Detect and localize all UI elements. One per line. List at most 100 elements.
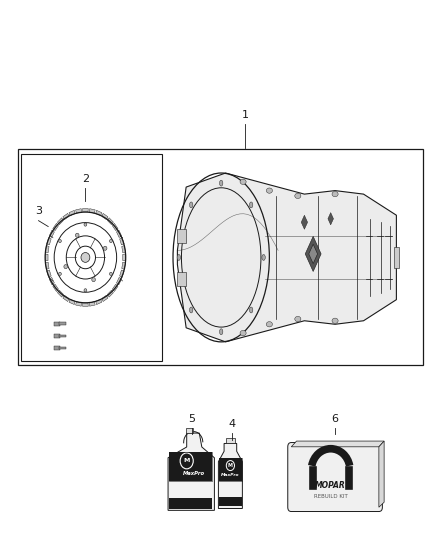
Polygon shape [122,262,125,269]
Ellipse shape [59,239,61,243]
Text: MOPAR: MOPAR [315,481,346,490]
Ellipse shape [103,246,107,251]
Polygon shape [96,211,102,216]
Bar [186,429,193,433]
Polygon shape [46,246,49,253]
Polygon shape [57,218,64,224]
Polygon shape [69,299,75,304]
Text: 1: 1 [242,110,249,120]
Polygon shape [177,173,396,342]
Polygon shape [47,238,51,245]
Bar [169,498,212,509]
Ellipse shape [332,191,338,197]
Bar [177,271,186,286]
Polygon shape [45,254,48,261]
Polygon shape [113,284,118,292]
Polygon shape [53,223,58,231]
Polygon shape [57,290,64,297]
Ellipse shape [240,330,246,336]
Ellipse shape [250,307,253,313]
Polygon shape [122,246,125,253]
Bar [226,438,235,443]
Polygon shape [168,433,214,511]
Ellipse shape [219,329,223,335]
Polygon shape [305,236,321,271]
Polygon shape [76,302,81,306]
Polygon shape [379,441,384,507]
Polygon shape [49,278,54,285]
Text: REBUILD KIT: REBUILD KIT [314,494,348,499]
Bar [59,322,66,325]
Polygon shape [47,270,51,277]
Text: MaxPro: MaxPro [221,473,240,478]
Ellipse shape [190,202,193,208]
Ellipse shape [266,188,272,193]
Polygon shape [49,230,54,237]
Ellipse shape [250,202,253,208]
Ellipse shape [240,179,246,184]
Polygon shape [107,218,113,224]
Polygon shape [89,302,95,306]
Polygon shape [328,213,333,225]
Polygon shape [63,213,69,220]
Bar [169,451,212,481]
Polygon shape [102,295,108,302]
Ellipse shape [75,233,79,237]
Bar [18,149,423,365]
Polygon shape [69,211,75,216]
Ellipse shape [177,254,180,261]
Ellipse shape [59,272,61,276]
Bar [219,458,242,481]
Text: 4: 4 [229,419,236,429]
Polygon shape [123,254,126,261]
Ellipse shape [295,193,301,198]
Polygon shape [89,209,95,213]
FancyBboxPatch shape [288,442,382,512]
Ellipse shape [190,307,193,313]
Text: 2: 2 [82,174,89,184]
Ellipse shape [262,254,265,261]
Polygon shape [83,303,88,306]
Bar [59,335,66,337]
Bar [54,334,60,338]
Bar [219,497,242,506]
Polygon shape [291,441,384,447]
Ellipse shape [64,264,67,269]
Polygon shape [117,230,122,237]
Ellipse shape [295,317,301,321]
Text: M: M [184,458,190,463]
Bar [394,247,399,268]
Polygon shape [117,278,122,285]
Polygon shape [76,209,81,213]
Bar [169,451,212,481]
Polygon shape [63,295,69,302]
Bar [219,458,242,481]
Polygon shape [301,215,307,229]
Polygon shape [46,262,49,269]
Bar [54,346,60,350]
Polygon shape [120,238,124,245]
Polygon shape [113,223,118,231]
Polygon shape [96,299,102,304]
Polygon shape [107,290,113,297]
Ellipse shape [332,318,338,324]
Polygon shape [102,213,108,220]
Text: 3: 3 [35,206,42,216]
Ellipse shape [219,180,223,186]
Ellipse shape [81,253,90,262]
Ellipse shape [110,272,112,276]
Polygon shape [53,284,58,292]
Text: MaxPro: MaxPro [183,471,205,476]
Ellipse shape [84,289,87,292]
Text: 5: 5 [188,414,195,424]
Ellipse shape [266,321,272,327]
Polygon shape [120,270,124,277]
Ellipse shape [84,223,87,226]
Polygon shape [219,443,242,508]
Text: 6: 6 [332,414,339,424]
Polygon shape [309,244,318,264]
Text: M: M [228,463,233,468]
Bar [59,347,66,350]
Polygon shape [83,208,88,212]
Bar [54,322,60,326]
